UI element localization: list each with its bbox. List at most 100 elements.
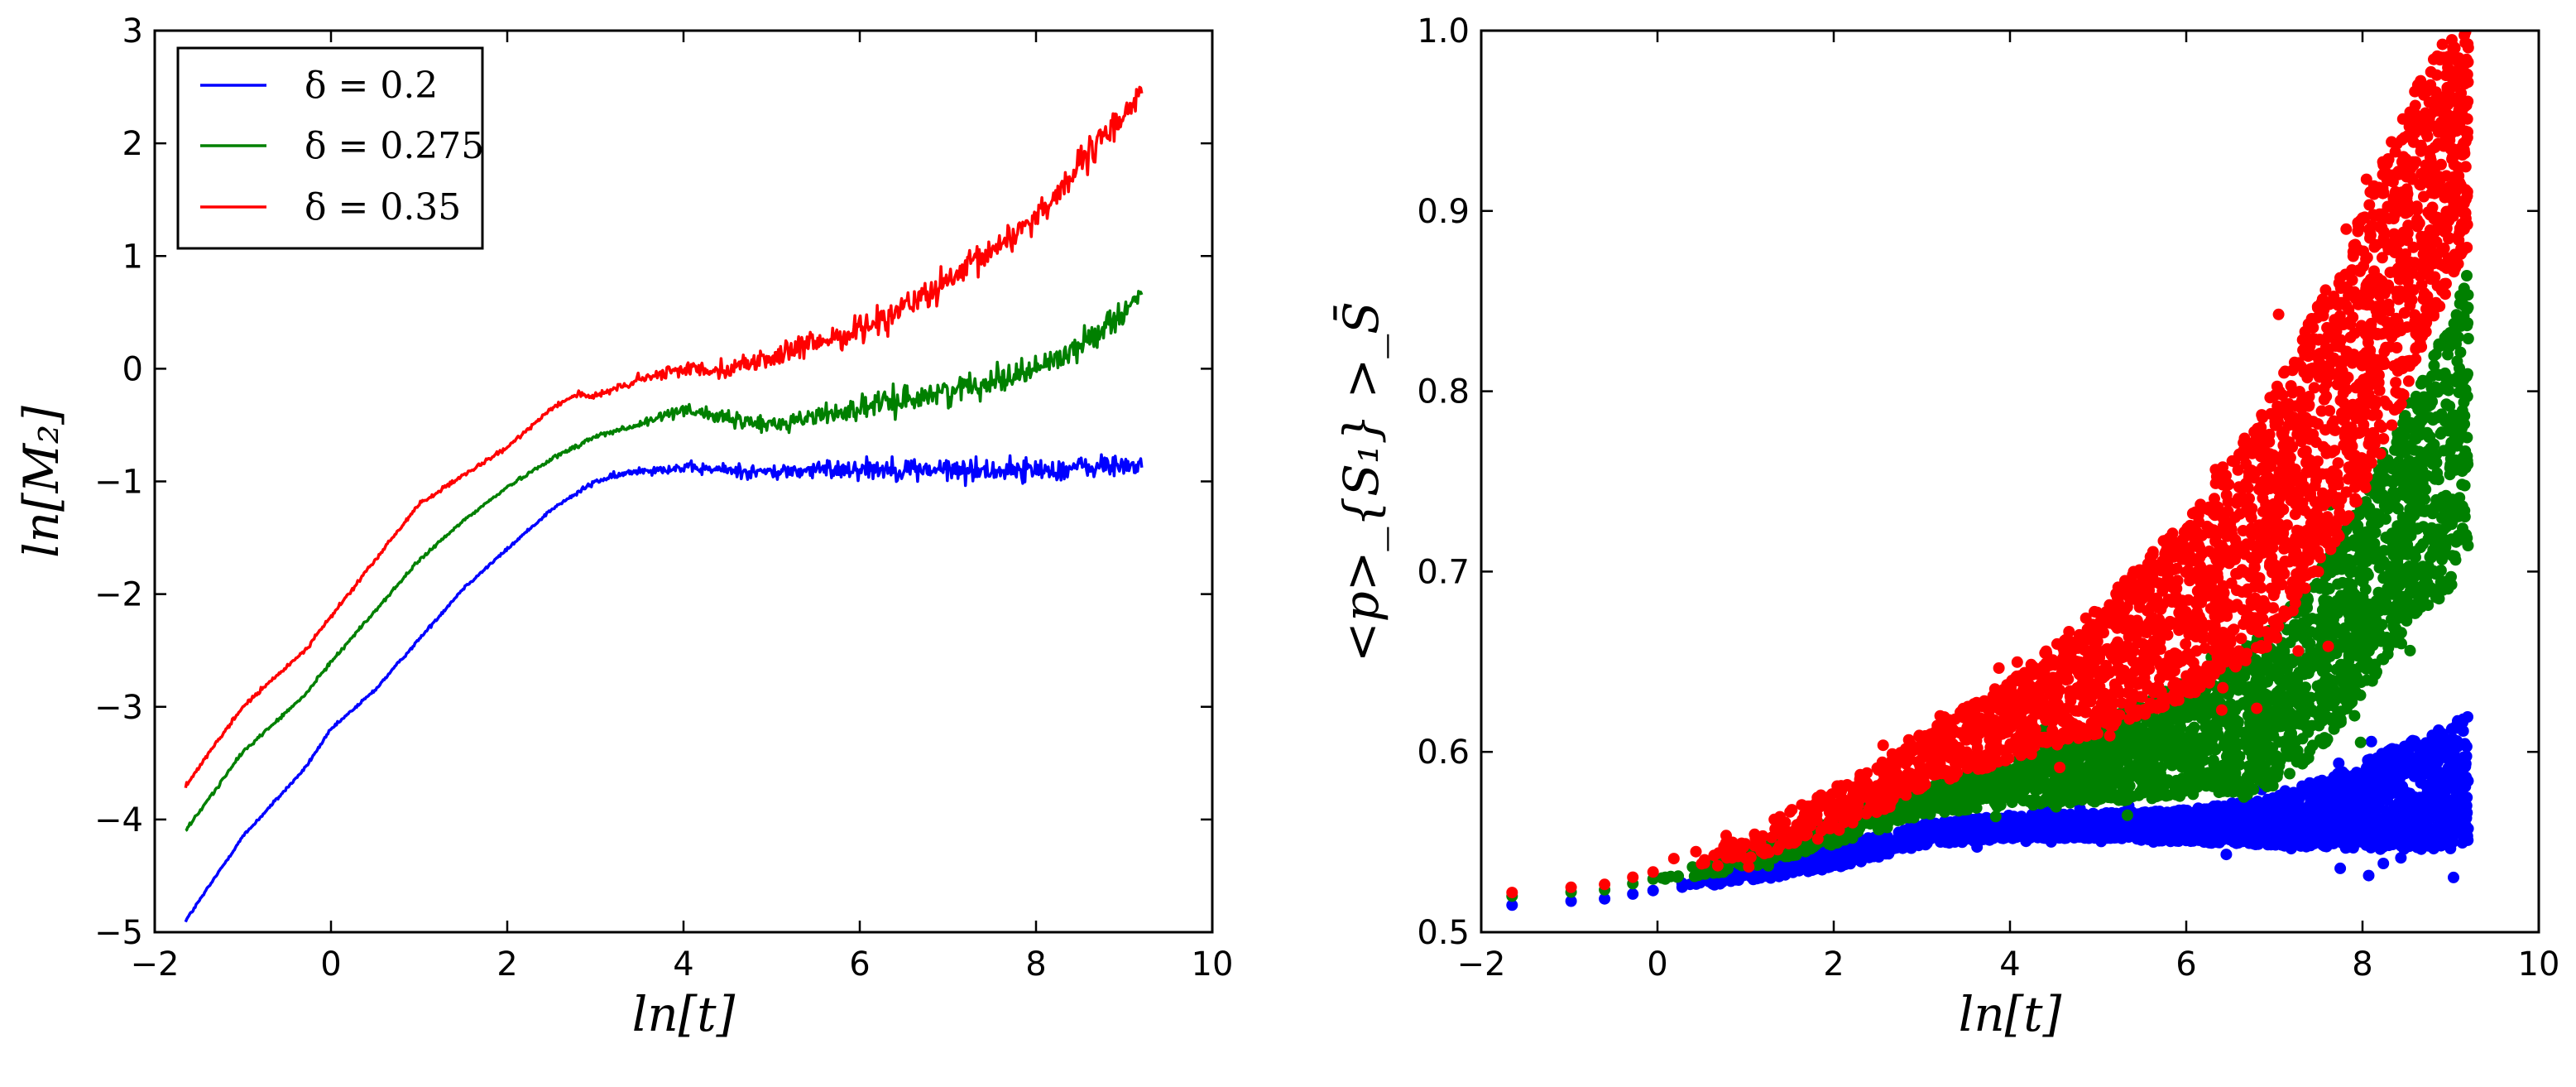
scatter-point: [2262, 793, 2274, 806]
scatter-point: [2113, 823, 2125, 835]
scatter-point: [2355, 564, 2367, 576]
scatter-point: [2289, 802, 2301, 815]
scatter-point: [2460, 834, 2473, 846]
scatter-point: [2310, 793, 2322, 806]
scatter-point: [2191, 824, 2204, 836]
x-tick-label-left: 8: [1025, 945, 1046, 984]
scatter-point: [2346, 663, 2358, 676]
scatter-point: [2434, 576, 2447, 589]
scatter-point: [2223, 736, 2235, 748]
scatter-point: [2348, 589, 2361, 601]
scatter-point: [2319, 833, 2331, 845]
scatter-point: [1751, 873, 1763, 885]
scatter-point: [2169, 806, 2181, 818]
scatter-point: [2334, 716, 2347, 729]
scatter-point: [2140, 727, 2152, 739]
y-axis-label-left: ln[M₂]: [13, 406, 70, 558]
scatter-point: [1864, 851, 1875, 863]
scatter-point: [2398, 740, 2411, 753]
scatter-point: [2420, 796, 2432, 808]
scatter-point: [2333, 807, 2344, 820]
y-tick-label-left: 3: [122, 12, 143, 51]
scatter-point: [2296, 733, 2309, 745]
scatter-point: [2272, 799, 2285, 811]
scatter-point: [2072, 778, 2084, 791]
scatter-point: [2079, 811, 2091, 824]
scatter-point: [2368, 622, 2381, 634]
scatter-point: [2387, 588, 2399, 600]
scatter-point: [2215, 833, 2228, 845]
scatter-point: [2452, 719, 2463, 731]
scatter-point: [2281, 652, 2293, 665]
scatter-point: [1599, 892, 1611, 905]
scatter-point: [1799, 856, 1811, 868]
plot-frame-left: [153, 29, 1214, 934]
scatter-point: [2017, 795, 2030, 807]
scatter-point: [2432, 767, 2444, 780]
scatter-point: [2459, 781, 2472, 793]
scatter-point: [2403, 800, 2415, 812]
scatter-point: [2039, 832, 2051, 844]
series-line-2: [184, 85, 1144, 789]
scatter-series-0: [1506, 711, 2474, 911]
scatter-point: [2316, 808, 2328, 820]
scatter-point: [2432, 792, 2444, 805]
scatter-point: [1954, 816, 1966, 829]
x-tick-label-left: 0: [320, 945, 341, 984]
scatter-point: [2377, 556, 2390, 568]
scatter-point: [2365, 754, 2377, 767]
series-line-1: [185, 290, 1144, 832]
scatter-point: [2262, 805, 2275, 816]
y-tick-label-left: −2: [94, 576, 143, 614]
scatter-point: [2260, 654, 2272, 666]
scatter-point: [2444, 842, 2457, 854]
legend-label-0: δ = 0.2: [305, 65, 438, 107]
scatter-point: [1835, 860, 1847, 873]
scatter-point: [2415, 777, 2427, 789]
scatter-point: [1911, 834, 1923, 847]
scatter-point: [1897, 842, 1909, 854]
scatter-point: [2454, 297, 2466, 310]
scatter-point: [2250, 666, 2262, 679]
scatter-point: [2212, 800, 2223, 812]
y-tick-label-left: −1: [94, 464, 143, 502]
scatter-point: [2121, 809, 2133, 821]
scatter-point: [2066, 829, 2079, 841]
y-tick-label-left: −4: [94, 801, 143, 839]
scatter-point: [2414, 461, 2425, 474]
scatter-point: [1779, 868, 1792, 881]
scatter-point: [2332, 578, 2344, 590]
scatter-point: [2376, 790, 2388, 802]
scatter-point: [2324, 712, 2337, 724]
scatter-point: [2107, 778, 2119, 791]
scatter-point: [2007, 832, 2019, 844]
y-tick-label-left: 2: [122, 125, 143, 163]
scatter-point: [2462, 368, 2473, 380]
scatter-point: [2411, 605, 2423, 618]
scatter-point: [2423, 839, 2434, 852]
scatter-point: [2412, 500, 2425, 512]
scatter-point: [2454, 320, 2467, 332]
scatter-point: [2396, 780, 2409, 792]
scatter-point: [2263, 816, 2276, 829]
scatter-point: [2420, 375, 2433, 387]
scatter-point: [2405, 832, 2417, 844]
y-tick-label-left: −3: [94, 689, 143, 727]
scatter-point: [2335, 705, 2348, 718]
scatter-point: [2323, 782, 2335, 794]
scatter-point: [2163, 818, 2175, 830]
scatter-point: [2380, 811, 2392, 824]
scatter-point: [2391, 763, 2404, 776]
scatter-point: [2079, 825, 2091, 837]
scatter-point: [2330, 663, 2343, 676]
x-tick-label-left: 2: [496, 945, 517, 984]
scatter-point: [2449, 550, 2461, 562]
scatter-point: [2348, 832, 2360, 844]
scatter-point: [2454, 346, 2467, 358]
scatter-point: [2336, 766, 2348, 778]
scatter-point: [2361, 829, 2373, 841]
scatter-point: [2356, 820, 2368, 832]
scatter-point: [2355, 802, 2367, 815]
scatter-point: [2339, 842, 2352, 854]
